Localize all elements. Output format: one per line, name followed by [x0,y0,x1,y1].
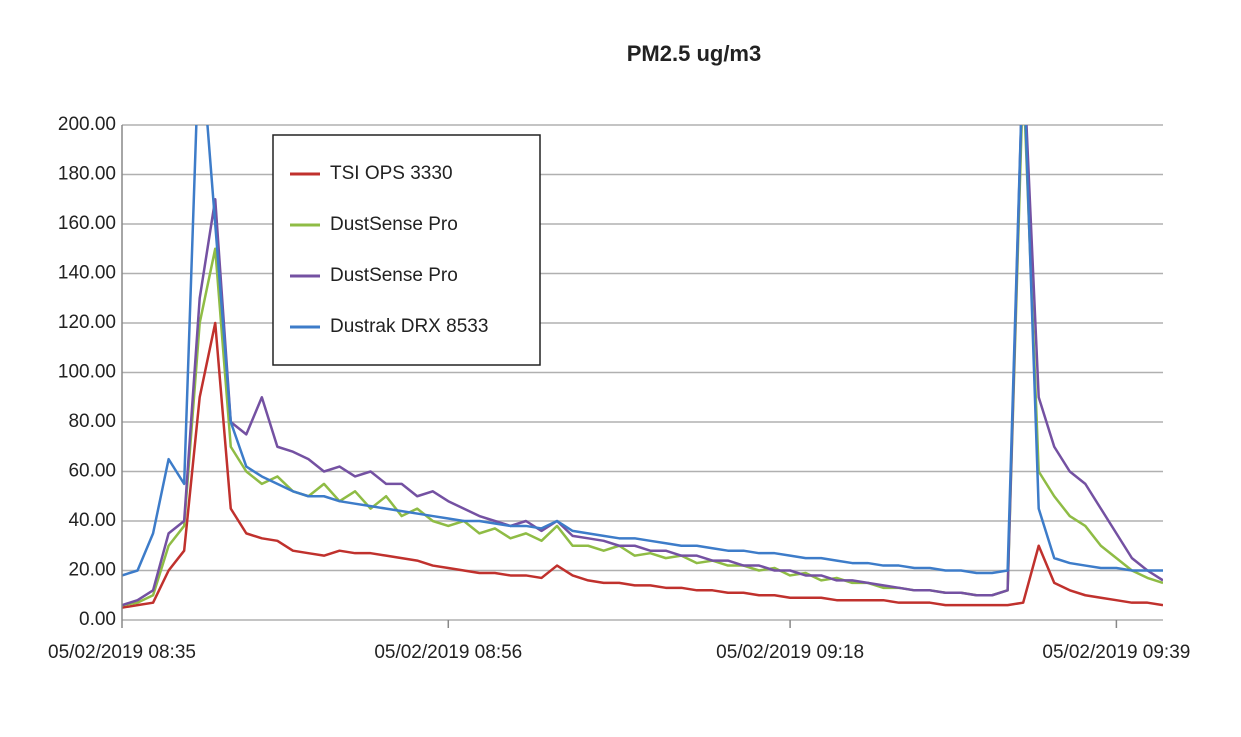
y-tick-label: 0.00 [79,609,116,630]
y-tick-label: 180.00 [58,164,116,185]
y-tick-label: 40.00 [68,510,116,531]
legend-label: TSI OPS 3330 [330,163,453,184]
y-tick-label: 160.00 [58,213,116,234]
y-tick-label: 20.00 [68,560,116,581]
legend-label: Dustrak DRX 8533 [330,316,488,337]
x-tick-label: 05/02/2019 08:35 [48,642,196,663]
y-tick-label: 200.00 [58,114,116,135]
legend-label: DustSense Pro [330,214,458,235]
legend-label: DustSense Pro [330,265,458,286]
series-line [122,125,1163,607]
y-tick-label: 80.00 [68,411,116,432]
x-tick-label: 05/02/2019 09:18 [716,642,864,663]
y-tick-label: 120.00 [58,312,116,333]
x-tick-label: 05/02/2019 08:56 [374,642,522,663]
series-line [122,125,1163,577]
y-tick-label: 60.00 [68,461,116,482]
x-tick-label: 05/02/2019 09:39 [1042,642,1190,663]
y-tick-label: 140.00 [58,263,116,284]
y-tick-label: 100.00 [58,362,116,383]
series-line [122,321,1163,609]
chart-title: PM2.5 ug/m3 [627,41,761,66]
